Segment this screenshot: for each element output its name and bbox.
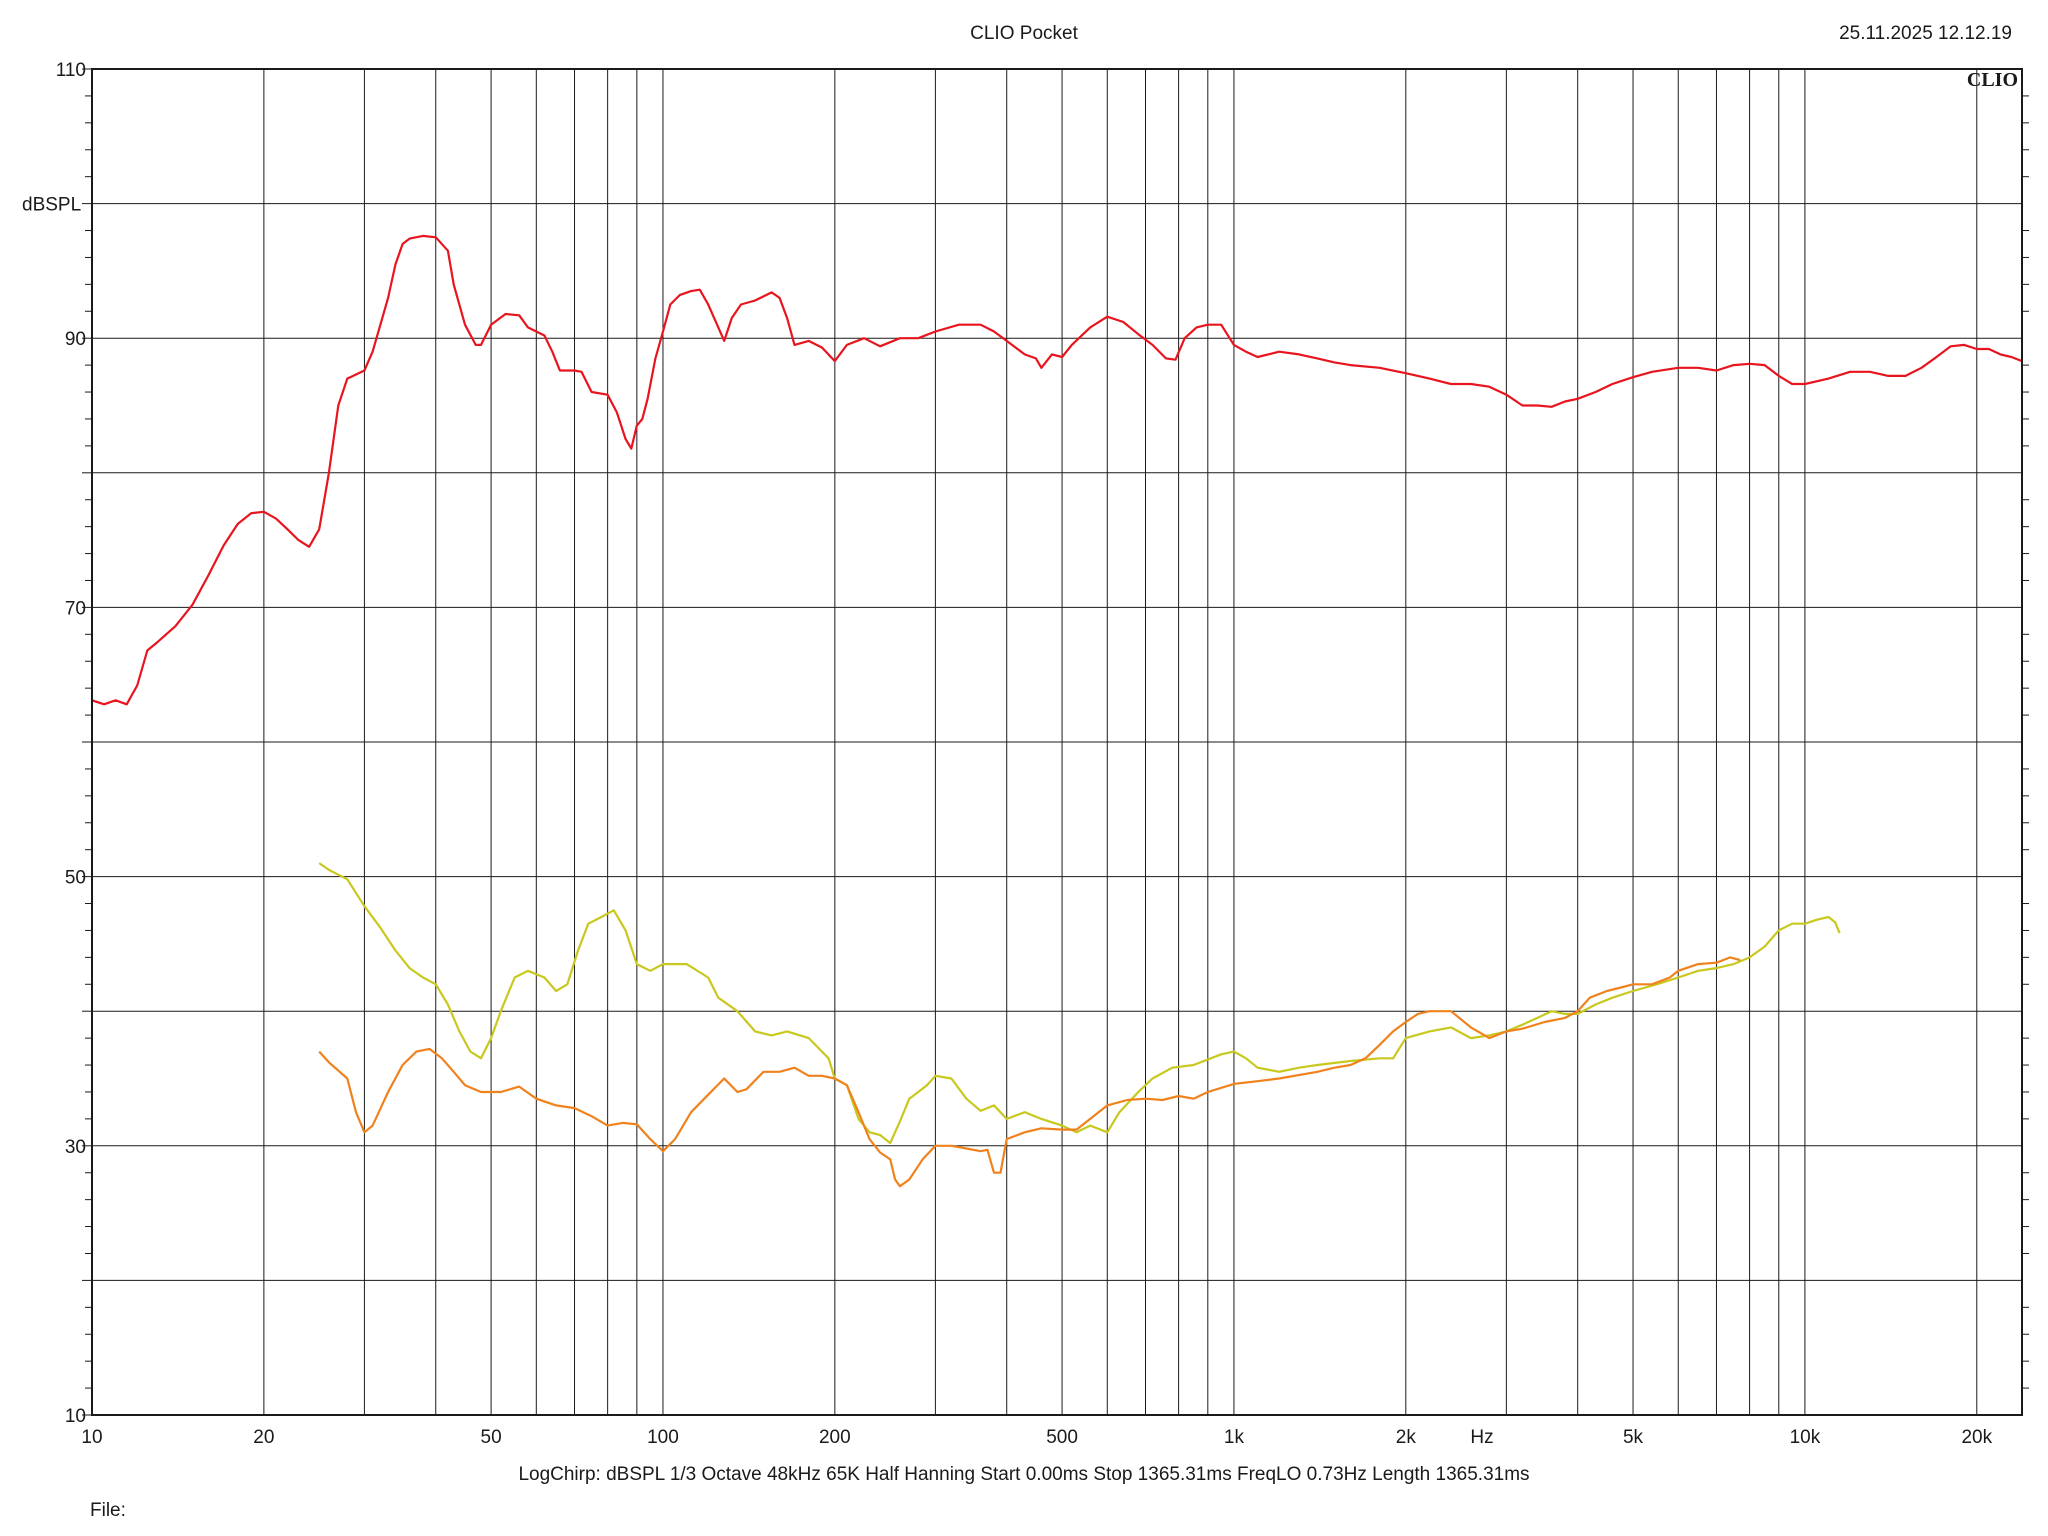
y-tick-label: 10: [65, 1406, 86, 1427]
x-axis-label: Hz: [1470, 1427, 1493, 1448]
y-tick-label: 90: [65, 329, 86, 350]
grid-lines: [92, 69, 2022, 1415]
x-tick-label: 2k: [1396, 1427, 1417, 1448]
series-line-3: [318, 956, 1741, 1188]
file-label: File:: [90, 1500, 126, 1521]
x-tick-label: 10: [81, 1427, 102, 1448]
x-tick-label: 10k: [1790, 1427, 1821, 1448]
x-tick-label: 200: [819, 1427, 851, 1448]
y-tick-label: 70: [65, 598, 86, 619]
x-tick-label: 1k: [1224, 1427, 1245, 1448]
minor-tick-marks: [82, 68, 2029, 1416]
measurement-settings: LogChirp: dBSPL 1/3 Octave 48kHz 65K Hal…: [518, 1464, 1530, 1485]
clio-logo: CLIO: [1967, 69, 2018, 91]
series-line-2: [318, 862, 1841, 1145]
data-series: [91, 234, 2023, 1188]
x-tick-label: 20k: [1961, 1427, 1992, 1448]
y-tick-label: 30: [65, 1137, 86, 1158]
x-tick-label: 100: [647, 1427, 679, 1448]
x-tick-label: 500: [1046, 1427, 1078, 1448]
y-tick-label: 110: [56, 60, 86, 81]
series-line-1: [91, 234, 2023, 706]
x-tick-label: 5k: [1623, 1427, 1644, 1448]
x-tick-label: 20: [253, 1427, 274, 1448]
timestamp: 25.11.2025 12.12.19: [1839, 23, 2012, 44]
axis-labels: 10 20 50 100 200 500 1k 2k 5k 10k 20k 110 90 70 50 30 10…: [22, 60, 1993, 1448]
chart-title: CLIO Pocket: [970, 23, 1078, 44]
plot-frame: [91, 68, 2023, 1416]
y-axis-label: dBSPL: [22, 195, 81, 216]
y-tick-label: 50: [65, 868, 86, 889]
x-tick-label: 50: [481, 1427, 502, 1448]
